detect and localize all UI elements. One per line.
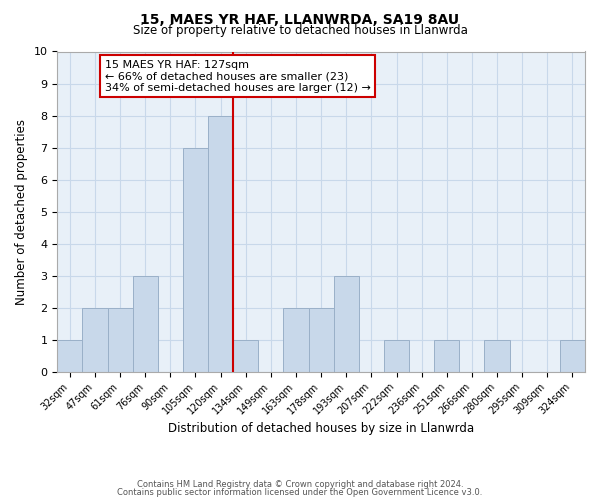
Bar [208,116,233,372]
Bar [308,308,334,372]
X-axis label: Distribution of detached houses by size in Llanwrda: Distribution of detached houses by size … [168,422,474,435]
Bar [283,308,308,372]
Bar [82,308,107,372]
Bar [384,340,409,372]
Text: 15 MAES YR HAF: 127sqm
← 66% of detached houses are smaller (23)
34% of semi-det: 15 MAES YR HAF: 127sqm ← 66% of detached… [105,60,371,92]
Bar [484,340,509,372]
Text: 15, MAES YR HAF, LLANWRDA, SA19 8AU: 15, MAES YR HAF, LLANWRDA, SA19 8AU [140,12,460,26]
Bar [233,340,259,372]
Bar [57,340,82,372]
Bar [107,308,133,372]
Text: Contains public sector information licensed under the Open Government Licence v3: Contains public sector information licen… [118,488,482,497]
Text: Size of property relative to detached houses in Llanwrda: Size of property relative to detached ho… [133,24,467,37]
Bar [434,340,460,372]
Bar [560,340,585,372]
Bar [334,276,359,372]
Text: Contains HM Land Registry data © Crown copyright and database right 2024.: Contains HM Land Registry data © Crown c… [137,480,463,489]
Bar [183,148,208,372]
Y-axis label: Number of detached properties: Number of detached properties [15,118,28,304]
Bar [133,276,158,372]
